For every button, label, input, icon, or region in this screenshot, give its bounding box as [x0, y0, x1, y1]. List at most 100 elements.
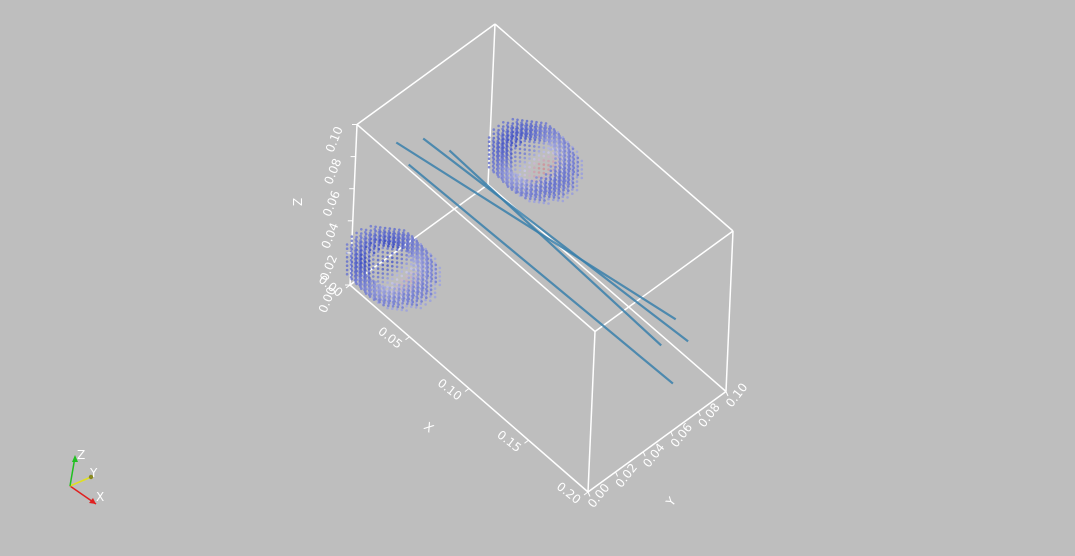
cloud-point — [379, 298, 382, 302]
cloud-point — [438, 279, 442, 283]
cloud-point — [568, 167, 572, 171]
cloud-point — [386, 260, 389, 263]
cloud-point — [576, 160, 580, 164]
cloud-point — [487, 144, 491, 148]
cloud-point — [514, 147, 517, 150]
cloud-point — [412, 285, 415, 289]
cloud-point — [368, 272, 371, 275]
cloud-point — [544, 130, 548, 134]
cloud-point — [492, 132, 496, 136]
cloud-point — [567, 182, 571, 186]
cloud-point — [502, 138, 505, 141]
cloud-point — [374, 234, 377, 237]
cloud-point — [345, 272, 349, 276]
cloud-point — [576, 156, 580, 160]
cloud-point — [535, 188, 538, 192]
cloud-point — [571, 185, 575, 189]
cloud-point — [419, 302, 423, 306]
cloud-point — [400, 261, 404, 265]
cloud-point — [379, 294, 382, 297]
cloud-point — [552, 160, 555, 163]
cloud-point — [510, 144, 513, 147]
cloud-point — [388, 291, 392, 294]
cloud-point — [534, 136, 538, 139]
cloud-point — [521, 131, 524, 135]
point-clouds — [345, 117, 584, 312]
cloud-point — [407, 234, 411, 237]
cloud-point — [553, 189, 557, 193]
cloud-point — [421, 252, 425, 256]
cloud-point — [511, 122, 515, 125]
cloud-point — [554, 157, 557, 160]
cloud-point — [542, 176, 546, 179]
z-axis-tick-label-5: 0.10 — [323, 124, 346, 154]
cloud-point — [528, 140, 531, 143]
cloud-point — [345, 247, 349, 250]
cloud-point — [364, 260, 367, 264]
cloud-point — [554, 144, 557, 148]
cloud-point — [544, 134, 548, 138]
cloud-point — [398, 228, 401, 232]
cloud-point — [430, 269, 434, 272]
cloud-point — [563, 179, 567, 183]
cloud-point — [374, 297, 377, 301]
cloud-point — [412, 247, 415, 250]
cloud-point — [563, 158, 567, 162]
cloud-point — [549, 178, 553, 181]
cloud-point — [411, 296, 415, 300]
cloud-point — [425, 296, 428, 300]
cloud-point — [497, 154, 500, 157]
cloud-point — [416, 292, 419, 296]
cloud-point — [383, 239, 387, 243]
cloud-point — [412, 238, 415, 242]
y-axis-tick-label-0: 0.00 — [585, 481, 612, 511]
cloud-point — [388, 299, 392, 303]
cloud-point — [529, 137, 532, 141]
cloud-point — [383, 301, 386, 305]
cloud-point — [379, 226, 382, 229]
cloud-point — [572, 162, 576, 165]
cloud-point — [556, 199, 560, 202]
cloud-point — [412, 289, 415, 293]
triad-z-label: Z — [77, 448, 85, 462]
cloud-point — [434, 267, 438, 271]
cloud-point — [520, 134, 523, 137]
cloud-point — [523, 165, 527, 168]
cloud-point — [510, 156, 513, 160]
cloud-point — [402, 288, 406, 292]
cloud-point — [372, 254, 375, 257]
cloud-point — [492, 145, 496, 148]
cloud-point — [487, 136, 491, 139]
cloud-point — [502, 180, 505, 184]
cloud-point — [540, 125, 543, 129]
cloud-point — [571, 181, 575, 185]
cloud-point — [355, 235, 358, 239]
cloud-point — [391, 252, 394, 255]
cloud-point — [381, 255, 385, 258]
cloud-point — [568, 150, 572, 154]
cloud-point — [548, 193, 552, 196]
cloud-point — [345, 264, 349, 268]
cloud-point — [360, 283, 363, 286]
y-axis-tick-3 — [670, 431, 674, 437]
cloud-point — [368, 255, 371, 258]
cloud-point — [563, 145, 567, 149]
cloud-point — [521, 182, 524, 186]
cloud-point — [381, 259, 385, 263]
cloud-point — [529, 195, 533, 198]
cloud-point — [547, 197, 550, 201]
cloud-point — [568, 163, 572, 166]
cloud-point — [575, 180, 579, 183]
cloud-point — [557, 196, 561, 200]
cloud-point — [510, 148, 513, 151]
cloud-point — [521, 127, 524, 131]
cloud-point — [542, 159, 546, 162]
cloud-point — [549, 186, 553, 190]
cloud-point — [393, 300, 396, 303]
cloud-point — [542, 167, 546, 171]
x-axis-tick-4 — [583, 491, 589, 496]
cloud-point — [405, 253, 408, 257]
x-axis-tick-1 — [405, 336, 410, 341]
cloud-point — [506, 158, 509, 161]
